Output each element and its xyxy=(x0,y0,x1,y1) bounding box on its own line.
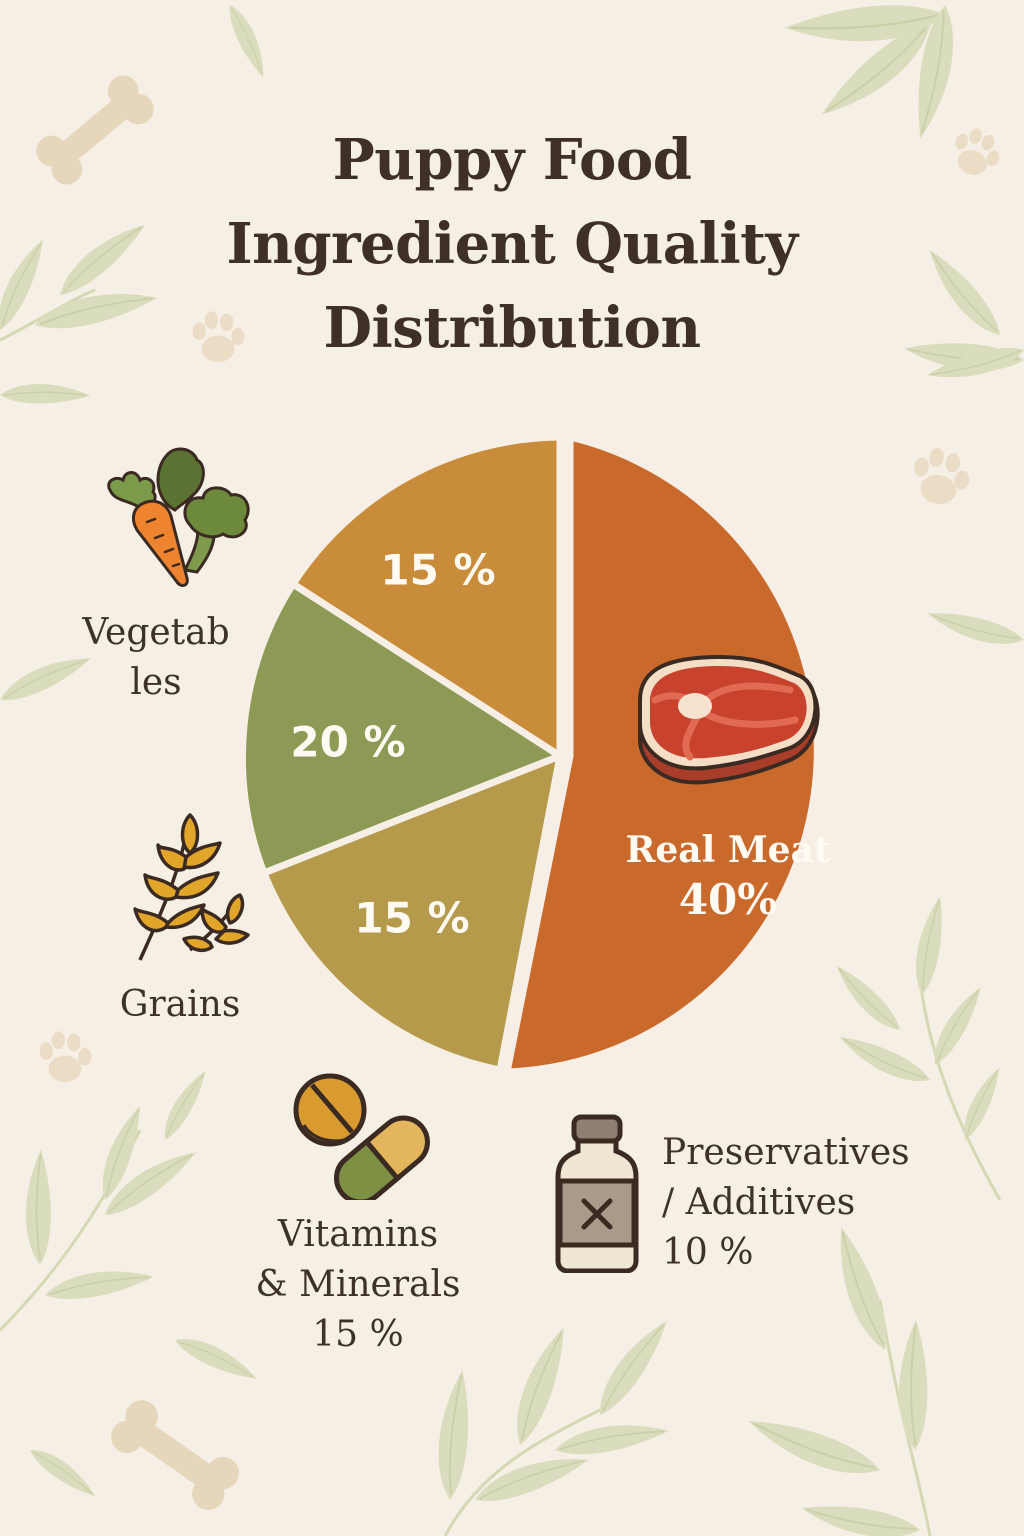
legend-vegetables-line1: Vegetab xyxy=(82,612,230,653)
pills-icon xyxy=(293,1073,430,1200)
title-line-1: Puppy Food xyxy=(332,127,692,193)
steak-icon xyxy=(638,654,820,785)
real-meat-value: 40% xyxy=(678,875,778,924)
legend-preservatives: Preservatives / Additives 10 % xyxy=(662,1128,910,1278)
legend-vitamins-line1: Vitamins xyxy=(277,1214,439,1255)
vegetables-icon xyxy=(107,447,250,587)
real-meat-label: Real Meat 40% xyxy=(625,825,830,925)
legend-vitamins-line2: & Minerals xyxy=(255,1264,461,1305)
real-meat-name: Real Meat xyxy=(625,829,831,871)
slice-middle-left[interactable] xyxy=(238,580,564,877)
title-line-2: Ingredient Quality xyxy=(226,211,798,277)
legend-vegetables: Vegetab les xyxy=(82,608,229,708)
legend-preservatives-value: 10 % xyxy=(662,1232,754,1273)
legend-preservatives-line2: / Additives xyxy=(662,1182,856,1223)
slice-bottom-left[interactable] xyxy=(260,752,564,1074)
legend-vegetables-line2: les xyxy=(130,662,182,703)
chart-title: Puppy Food Ingredient Quality Distributi… xyxy=(0,118,1024,370)
title-line-3: Distribution xyxy=(323,295,701,361)
slice-top-left[interactable] xyxy=(289,433,564,760)
legend-vitamins: Vitamins & Minerals 15 % xyxy=(255,1210,460,1360)
bottle-icon xyxy=(555,1114,639,1273)
slice-label-middle-left: 20 % xyxy=(290,717,406,767)
legend-preservatives-line1: Preservatives xyxy=(662,1132,910,1173)
slice-label-bottom-left: 15 % xyxy=(354,893,470,943)
slice-label-top-left: 15 % xyxy=(380,545,496,595)
legend-grains: Grains xyxy=(119,984,241,1025)
wheat-icon xyxy=(133,813,250,961)
legend-vitamins-value: 15 % xyxy=(312,1314,404,1355)
